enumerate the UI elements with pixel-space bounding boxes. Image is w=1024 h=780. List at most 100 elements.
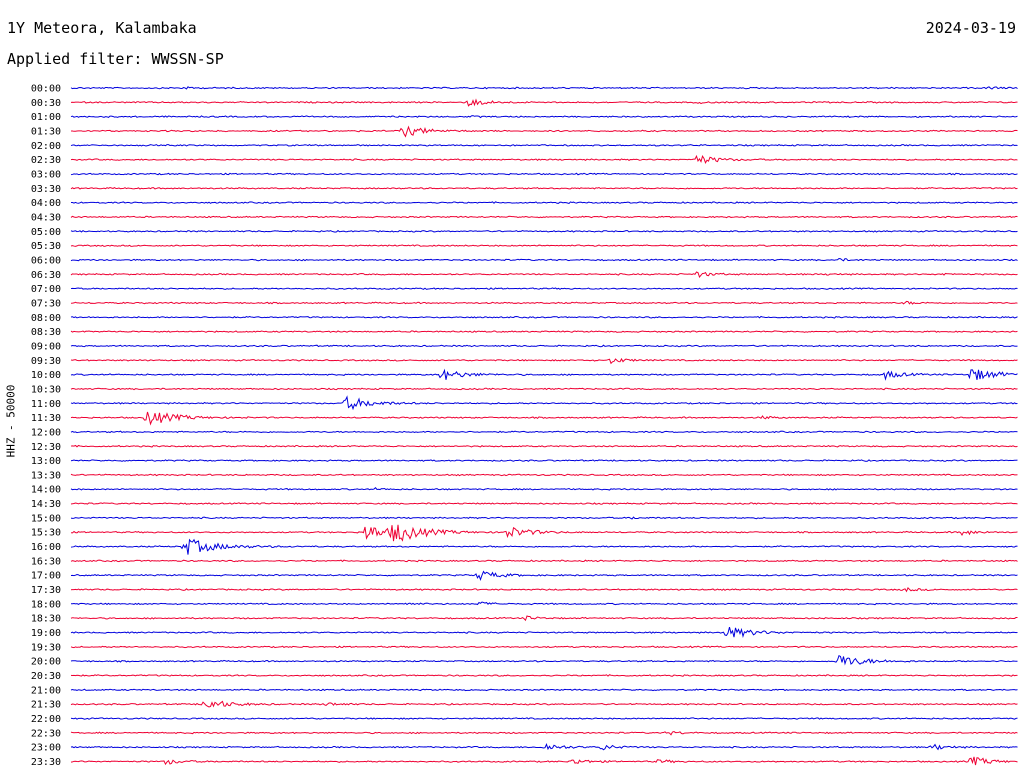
trace-line-1000 bbox=[70, 368, 1018, 381]
trace-line-1500 bbox=[70, 516, 1018, 520]
row-time-label: 06:00 bbox=[31, 255, 61, 266]
trace-line-0400 bbox=[70, 201, 1018, 204]
trace-line-0630 bbox=[70, 271, 1018, 278]
trace-line-1600 bbox=[70, 538, 1018, 555]
row-time-label: 23:00 bbox=[31, 743, 61, 754]
trace-line-1100 bbox=[70, 395, 1018, 411]
row-time-label: 14:30 bbox=[31, 499, 61, 510]
row-time-label: 20:00 bbox=[31, 657, 61, 668]
row-time-label: 15:00 bbox=[31, 513, 61, 524]
trace-line-1800 bbox=[70, 601, 1018, 606]
trace-line-0200 bbox=[70, 143, 1018, 147]
row-time-label: 13:30 bbox=[31, 470, 61, 481]
row-time-label: 21:30 bbox=[31, 700, 61, 711]
trace-line-0300 bbox=[70, 172, 1018, 176]
row-time-label: 17:00 bbox=[31, 571, 61, 582]
trace-line-2300 bbox=[70, 743, 1018, 751]
row-time-label: 02:00 bbox=[31, 141, 61, 152]
trace-line-2200 bbox=[70, 717, 1018, 720]
row-time-label: 12:30 bbox=[31, 442, 61, 453]
row-time-label: 14:00 bbox=[31, 485, 61, 496]
row-time-label: 18:30 bbox=[31, 614, 61, 625]
trace-line-1430 bbox=[70, 502, 1018, 505]
row-time-label: 03:00 bbox=[31, 169, 61, 180]
trace-line-0830 bbox=[70, 330, 1018, 333]
row-time-label: 04:30 bbox=[31, 212, 61, 223]
row-time-label: 09:30 bbox=[31, 356, 61, 367]
row-time-label: 05:30 bbox=[31, 241, 61, 252]
trace-line-1900 bbox=[70, 626, 1018, 638]
row-time-label: 00:00 bbox=[31, 84, 61, 95]
trace-line-1130 bbox=[70, 411, 1018, 426]
trace-line-1830 bbox=[70, 615, 1018, 622]
trace-line-1230 bbox=[70, 444, 1018, 448]
trace-line-1700 bbox=[70, 570, 1018, 581]
row-time-label: 05:00 bbox=[31, 227, 61, 238]
row-time-label: 03:30 bbox=[31, 184, 61, 195]
trace-line-0800 bbox=[70, 315, 1018, 319]
trace-line-0000 bbox=[70, 86, 1018, 90]
trace-line-0330 bbox=[70, 186, 1018, 190]
trace-line-2000 bbox=[70, 654, 1018, 666]
row-time-label: 22:00 bbox=[31, 714, 61, 725]
trace-line-1030 bbox=[70, 387, 1018, 391]
trace-line-0730 bbox=[70, 300, 1018, 305]
trace-line-1930 bbox=[70, 645, 1018, 649]
trace-line-0530 bbox=[70, 244, 1018, 247]
trace-line-0930 bbox=[70, 357, 1018, 365]
row-time-label: 08:30 bbox=[31, 327, 61, 338]
trace-line-1530 bbox=[70, 524, 1018, 542]
row-time-label: 06:30 bbox=[31, 270, 61, 281]
trace-line-0500 bbox=[70, 229, 1018, 233]
row-time-label: 15:30 bbox=[31, 528, 61, 539]
trace-line-0700 bbox=[70, 287, 1018, 291]
row-time-label: 08:00 bbox=[31, 313, 61, 324]
row-time-label: 12:00 bbox=[31, 427, 61, 438]
row-time-label: 10:30 bbox=[31, 384, 61, 395]
filter-label: Applied filter: WWSSN-SP bbox=[7, 50, 224, 68]
trace-line-2230 bbox=[70, 730, 1018, 736]
trace-line-0430 bbox=[70, 215, 1018, 219]
station-title: 1Y Meteora, Kalambaka bbox=[7, 19, 197, 37]
row-time-label: 23:30 bbox=[31, 757, 61, 768]
row-time-label: 16:00 bbox=[31, 542, 61, 553]
trace-line-0030 bbox=[70, 98, 1018, 107]
trace-line-0130 bbox=[70, 125, 1018, 138]
row-time-label: 16:30 bbox=[31, 556, 61, 567]
row-time-label: 02:30 bbox=[31, 155, 61, 166]
trace-line-1400 bbox=[70, 487, 1018, 491]
trace-line-1300 bbox=[70, 459, 1018, 462]
row-time-label: 07:30 bbox=[31, 298, 61, 309]
row-time-label: 19:30 bbox=[31, 642, 61, 653]
row-time-label: 13:00 bbox=[31, 456, 61, 467]
trace-line-0230 bbox=[70, 154, 1018, 165]
row-time-label: 10:00 bbox=[31, 370, 61, 381]
row-time-label: 20:30 bbox=[31, 671, 61, 682]
row-time-label: 01:30 bbox=[31, 126, 61, 137]
row-time-label: 00:30 bbox=[31, 98, 61, 109]
trace-group bbox=[70, 86, 1018, 766]
trace-line-0900 bbox=[70, 344, 1018, 348]
trace-line-1730 bbox=[70, 587, 1018, 593]
trace-line-1330 bbox=[70, 473, 1018, 477]
row-time-label: 09:00 bbox=[31, 341, 61, 352]
row-time-label: 19:00 bbox=[31, 628, 61, 639]
row-time-label: 11:00 bbox=[31, 399, 61, 410]
trace-line-2330 bbox=[70, 756, 1018, 766]
trace-line-2100 bbox=[70, 688, 1018, 692]
date-label: 2024-03-19 bbox=[925, 19, 1016, 37]
row-time-label: 21:00 bbox=[31, 685, 61, 696]
row-time-label: 17:30 bbox=[31, 585, 61, 596]
row-time-label: 11:30 bbox=[31, 413, 61, 424]
row-time-label: 18:00 bbox=[31, 599, 61, 610]
tick-label-group: 00:00 00:30 01:00 01:30 02:00 02:30 03:00 03:30… bbox=[31, 84, 61, 769]
row-time-label: 01:00 bbox=[31, 112, 61, 123]
row-time-label: 04:00 bbox=[31, 198, 61, 209]
row-time-label: 22:30 bbox=[31, 728, 61, 739]
trace-line-0600 bbox=[70, 257, 1018, 262]
trace-line-1200 bbox=[70, 430, 1018, 434]
row-time-label: 07:00 bbox=[31, 284, 61, 295]
trace-line-1630 bbox=[70, 559, 1018, 563]
trace-line-2130 bbox=[70, 700, 1018, 708]
